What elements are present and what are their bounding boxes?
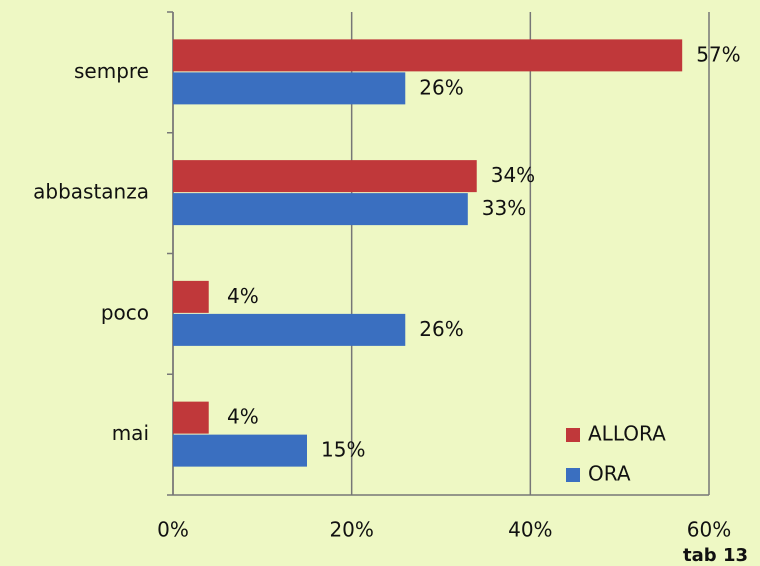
legend-swatch xyxy=(566,468,580,482)
bar xyxy=(173,193,468,226)
legend-label: ALLORA xyxy=(588,422,666,446)
x-tick-label: 0% xyxy=(157,518,189,542)
y-tick-label: sempre xyxy=(74,59,149,83)
bar xyxy=(173,39,683,72)
bar xyxy=(173,280,209,313)
value-label: 15% xyxy=(321,438,365,462)
y-tick-label: poco xyxy=(101,300,149,324)
annotation: tab 13 xyxy=(683,545,748,566)
bar xyxy=(173,434,307,467)
y-tick-label: mai xyxy=(112,421,149,445)
legend-label: ORA xyxy=(588,462,631,486)
value-label: 4% xyxy=(227,284,259,308)
value-label: 34% xyxy=(491,163,535,187)
x-tick-label: 40% xyxy=(508,518,552,542)
y-tick-label: abbastanza xyxy=(33,180,149,204)
value-label: 57% xyxy=(696,42,740,66)
value-label: 26% xyxy=(419,317,463,341)
bar xyxy=(173,160,477,193)
value-label: 26% xyxy=(419,75,463,99)
bar xyxy=(173,313,406,346)
legend-swatch xyxy=(566,428,580,442)
x-tick-label: 20% xyxy=(329,518,373,542)
bar xyxy=(173,401,209,434)
value-label: 4% xyxy=(227,405,259,429)
x-tick-label: 60% xyxy=(687,518,731,542)
bar xyxy=(173,72,406,105)
value-label: 33% xyxy=(482,196,526,220)
